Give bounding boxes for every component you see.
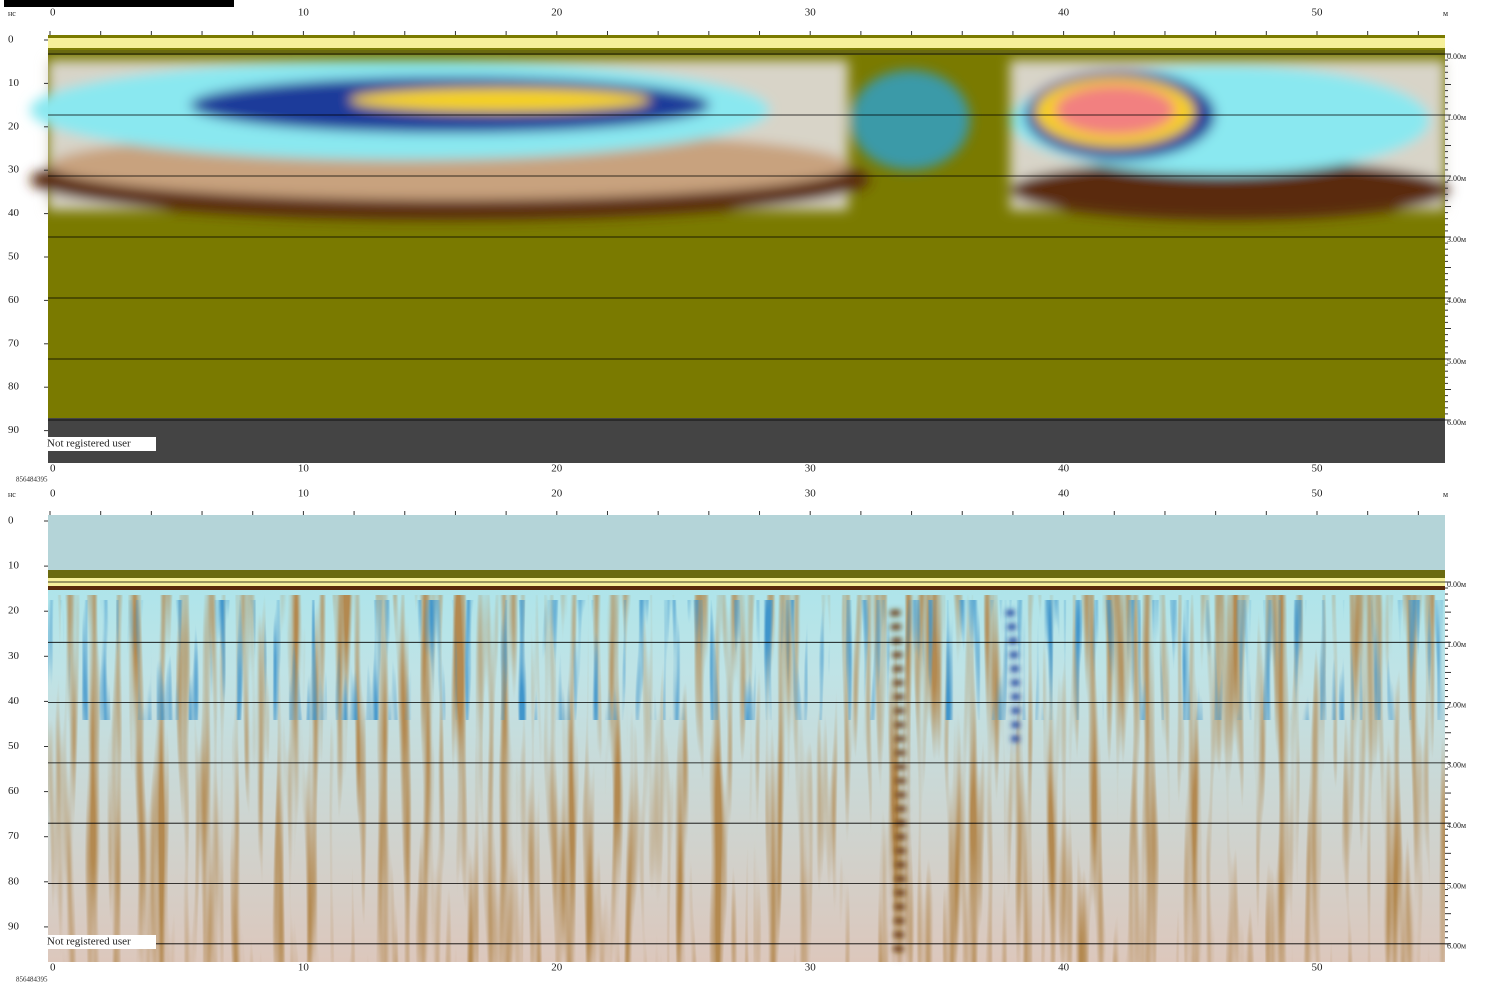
depth-label: 6.00м xyxy=(1447,418,1466,427)
x-label-bottom: 40 xyxy=(1058,962,1070,974)
y-label: 70 xyxy=(8,337,20,349)
x-label-bottom: 40 xyxy=(1058,463,1070,475)
watermark-bg xyxy=(46,437,156,451)
watermark: Not registered user xyxy=(47,936,131,948)
serial: 856484395 xyxy=(16,476,48,484)
y-label: 30 xyxy=(8,650,20,662)
watermark-bg xyxy=(46,935,156,949)
x-label-top: 20 xyxy=(551,488,563,500)
x-label-top: 0 xyxy=(50,488,56,500)
y-unit: нс xyxy=(8,9,16,18)
x-unit: м xyxy=(1443,490,1448,499)
depth-label: 0.00м xyxy=(1447,580,1466,589)
y-label: 10 xyxy=(8,560,20,572)
depth-label: 6.00м xyxy=(1447,942,1466,951)
radargram-top xyxy=(30,35,1450,463)
x-label-bottom: 10 xyxy=(298,463,310,475)
y-label: 50 xyxy=(8,740,20,752)
y-label: 20 xyxy=(8,605,20,617)
x-label-bottom: 50 xyxy=(1312,463,1324,475)
x-label-top: 0 xyxy=(50,7,56,19)
serial: 856484395 xyxy=(16,976,48,984)
depth-label: 1.00м xyxy=(1447,113,1466,122)
depth-label: 2.00м xyxy=(1447,700,1466,709)
x-label-top: 10 xyxy=(298,7,310,19)
y-label: 90 xyxy=(8,424,20,436)
y-label: 80 xyxy=(8,381,20,393)
y-label: 0 xyxy=(8,34,14,46)
header-bar xyxy=(4,0,234,7)
depth-label: 4.00м xyxy=(1447,296,1466,305)
depth-label: 4.00м xyxy=(1447,821,1466,830)
x-label-top: 50 xyxy=(1312,488,1324,500)
y-label: 50 xyxy=(8,251,20,263)
x-label-top: 30 xyxy=(805,7,817,19)
depth-label: 0.00м xyxy=(1447,52,1466,61)
depth-label: 5.00м xyxy=(1447,357,1466,366)
x-label-bottom: 0 xyxy=(50,962,56,974)
y-label: 60 xyxy=(8,785,20,797)
watermark: Not registered user xyxy=(47,438,131,450)
y-label: 70 xyxy=(8,830,20,842)
x-label-top: 50 xyxy=(1312,7,1324,19)
depth-label: 1.00м xyxy=(1447,640,1466,649)
x-label-top: 40 xyxy=(1058,7,1070,19)
y-label: 10 xyxy=(8,77,20,89)
y-label: 90 xyxy=(8,920,20,932)
y-label: 20 xyxy=(8,120,20,132)
x-label-top: 20 xyxy=(551,7,563,19)
x-label-bottom: 50 xyxy=(1312,962,1324,974)
depth-label: 3.00м xyxy=(1447,761,1466,770)
depth-label: 5.00м xyxy=(1447,881,1466,890)
x-label-bottom: 30 xyxy=(805,962,817,974)
y-unit: нс xyxy=(8,490,16,499)
x-label-bottom: 0 xyxy=(50,463,56,475)
x-label-bottom: 20 xyxy=(551,463,563,475)
depth-label: 2.00м xyxy=(1447,174,1466,183)
y-label: 40 xyxy=(8,695,20,707)
y-label: 80 xyxy=(8,875,20,887)
radargram-bottom xyxy=(48,515,1445,962)
x-label-top: 10 xyxy=(298,488,310,500)
x-label-top: 40 xyxy=(1058,488,1070,500)
depth-label: 3.00м xyxy=(1447,235,1466,244)
x-label-top: 30 xyxy=(805,488,817,500)
x-label-bottom: 10 xyxy=(298,962,310,974)
y-label: 0 xyxy=(8,515,14,527)
x-label-bottom: 30 xyxy=(805,463,817,475)
y-label: 40 xyxy=(8,207,20,219)
y-label: 60 xyxy=(8,294,20,306)
x-unit: м xyxy=(1443,9,1448,18)
y-label: 30 xyxy=(8,164,20,176)
x-label-bottom: 20 xyxy=(551,962,563,974)
